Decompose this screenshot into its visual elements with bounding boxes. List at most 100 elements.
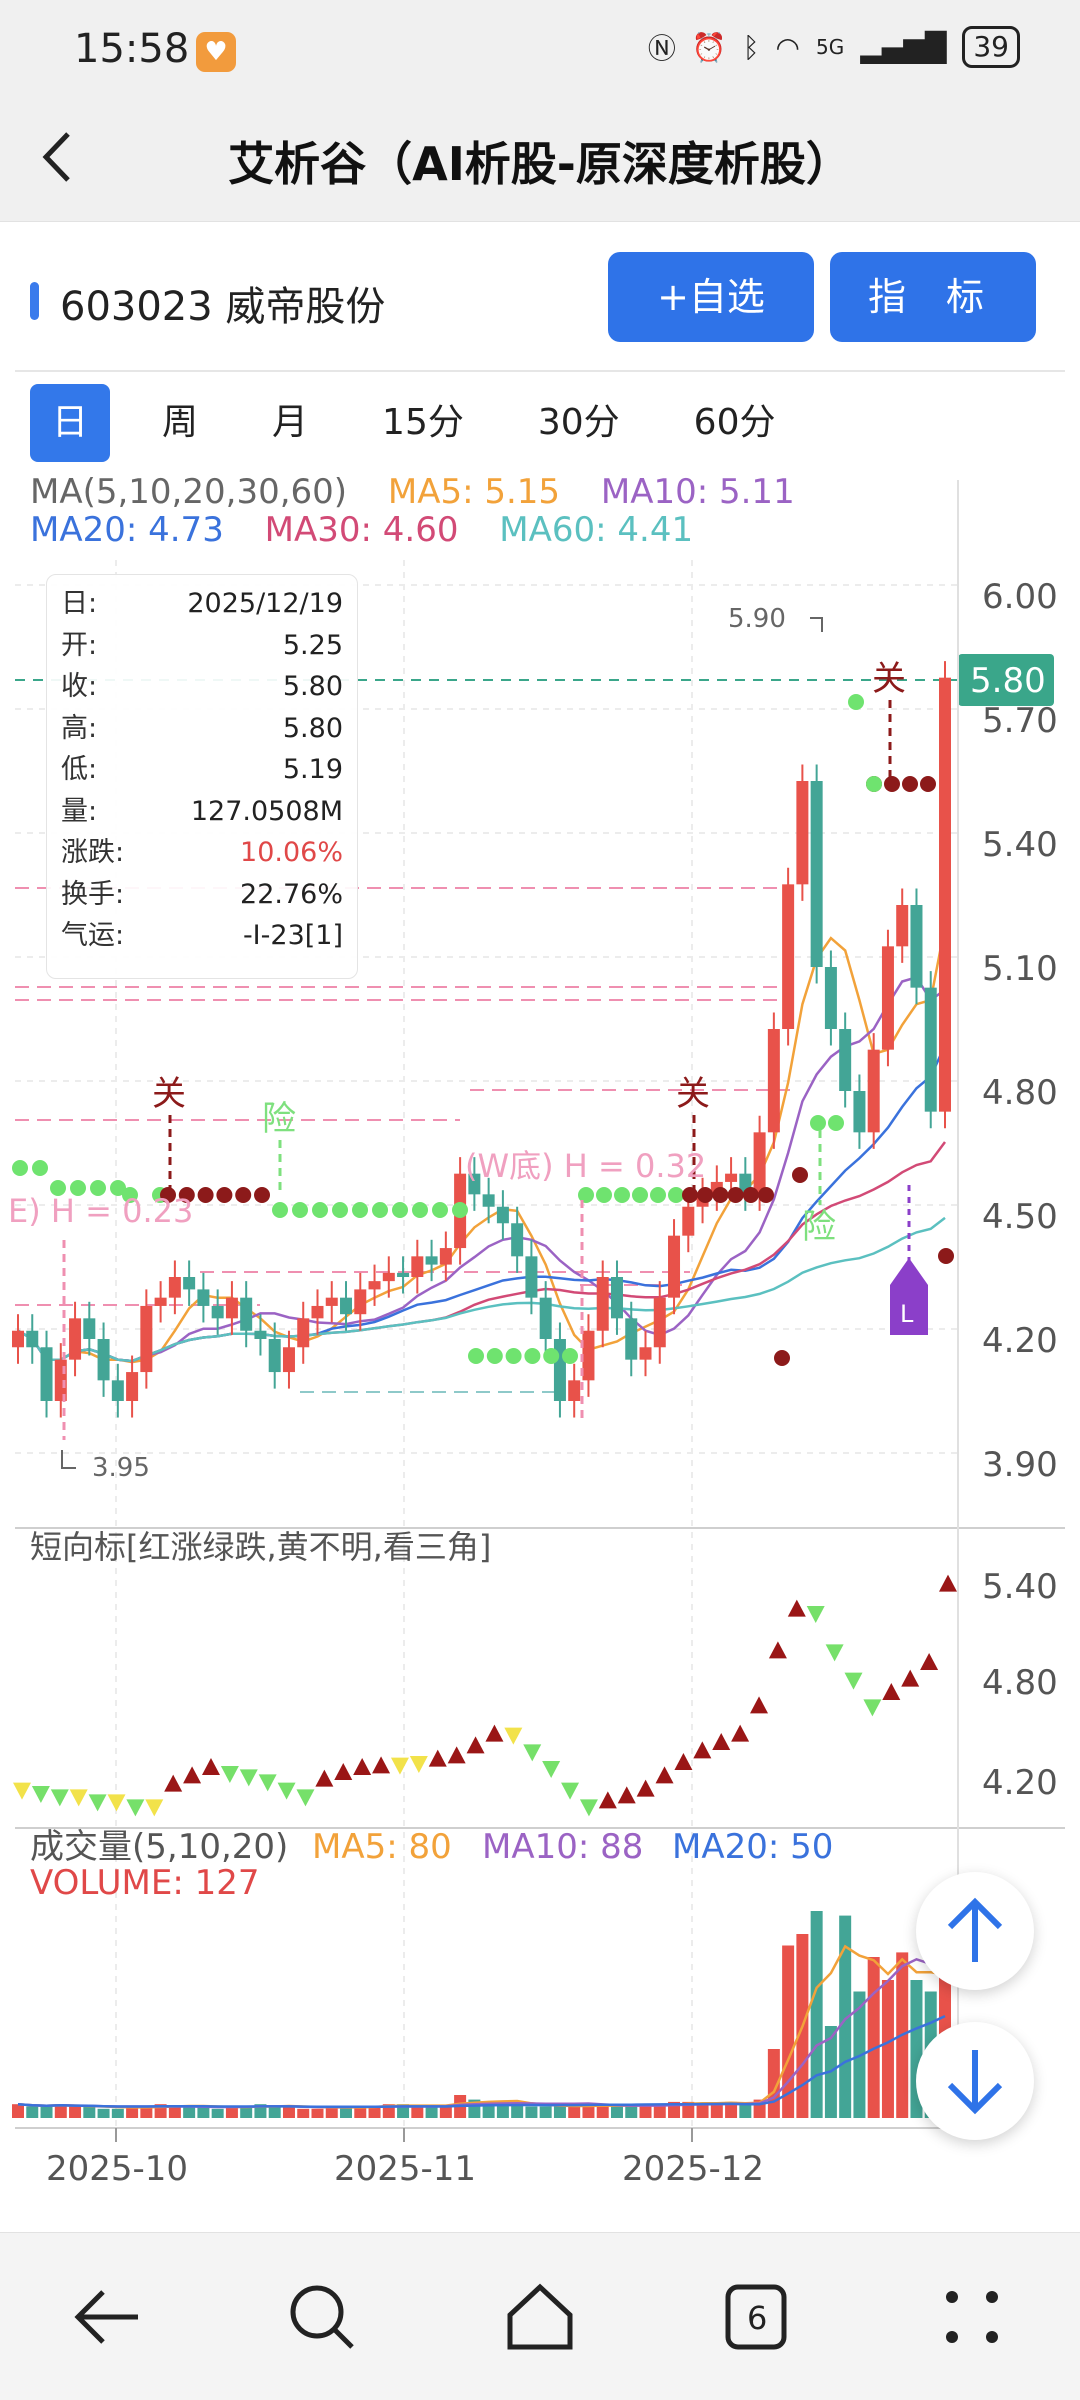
short-triangle — [863, 1699, 882, 1717]
scroll-up-button[interactable] — [916, 1872, 1034, 1990]
signal-dot-green — [12, 1160, 28, 1176]
short-triangle — [523, 1744, 542, 1762]
candle-body — [753, 1132, 766, 1195]
candle-body — [782, 884, 795, 1029]
candle-body — [240, 1297, 253, 1331]
candle-body — [12, 1330, 24, 1348]
nfc-icon: Ⓝ — [647, 32, 676, 65]
price-tick: 5.70 — [982, 701, 1058, 741]
price-tick: 3.90 — [982, 1445, 1058, 1485]
back-button[interactable] — [36, 122, 96, 192]
price-tick: 4.80 — [982, 1073, 1058, 1113]
signal-dot-green — [70, 1180, 86, 1196]
nav-search-button[interactable] — [272, 2267, 372, 2367]
guan-label: 关 — [872, 659, 906, 699]
short-triangle — [277, 1782, 296, 1800]
volume-bar — [710, 2104, 723, 2118]
short-triangle — [69, 1789, 88, 1807]
signal-dot-green — [486, 1348, 503, 1364]
signal-dot-green — [505, 1348, 522, 1364]
short-axis-tick: 4.20 — [982, 1763, 1058, 1803]
signal-dot-red — [938, 1248, 954, 1264]
wifi-icon: ◠ — [775, 30, 800, 64]
candle-body — [26, 1330, 39, 1348]
volume-bar — [439, 2106, 452, 2118]
candle-body — [397, 1272, 410, 1277]
volume-bar — [553, 2106, 566, 2118]
signal-label: 5G — [815, 35, 845, 59]
w-bottom-label: (W底) H = 0.32 — [465, 1147, 706, 1185]
signal-dot-green — [452, 1202, 468, 1218]
search-icon — [290, 2285, 354, 2349]
short-triangle — [466, 1736, 485, 1754]
volume-bar — [225, 2106, 238, 2118]
signal-dot-green — [543, 1348, 560, 1364]
candle-body — [610, 1277, 623, 1319]
tab-week[interactable]: 周 — [162, 402, 199, 443]
price-tick: 4.50 — [982, 1197, 1058, 1237]
app-notification-icon: ♥ — [196, 32, 236, 72]
arrow-up-icon — [947, 1897, 1003, 1962]
volume-bar — [568, 2106, 581, 2118]
short-triangle — [315, 1769, 334, 1787]
nav-menu-button[interactable] — [922, 2267, 1022, 2367]
short-triangle — [882, 1683, 901, 1700]
candle-body — [896, 905, 909, 947]
candle-body — [468, 1173, 481, 1195]
short-triangle — [353, 1758, 372, 1775]
info-value: 10.06% — [240, 837, 343, 868]
date-label: 2025-11 — [334, 2149, 476, 2189]
tab-15min[interactable]: 15分 — [382, 402, 464, 443]
signal-dot-green — [596, 1187, 612, 1203]
info-value: 5.80 — [282, 712, 343, 744]
info-label: 低: — [61, 754, 98, 785]
scroll-down-button[interactable] — [916, 2022, 1034, 2140]
price-tick: 4.20 — [982, 1321, 1058, 1361]
candle-body — [197, 1289, 210, 1306]
short-indicator-title: 短向标[红涨绿跌,黄不明,看三角] — [30, 1528, 491, 1566]
bluetooth-icon: ᛒ — [742, 30, 760, 64]
candle-body — [282, 1347, 295, 1373]
volume-bar — [496, 2104, 509, 2118]
guan-label: 关 — [676, 1074, 710, 1114]
tab-30min[interactable]: 30分 — [537, 402, 620, 443]
candle-body — [382, 1272, 395, 1282]
tab-month[interactable]: 月 — [272, 402, 309, 443]
nav-back-button[interactable] — [58, 2267, 158, 2367]
indicator-button[interactable]: 指 标 — [830, 252, 1036, 342]
candle-body — [553, 1339, 566, 1401]
candle-body — [211, 1305, 224, 1319]
chevron-left-icon — [42, 132, 70, 182]
tab-day[interactable]: 日 — [30, 384, 111, 462]
tab-60min[interactable]: 60分 — [693, 402, 776, 443]
info-label: 高: — [61, 712, 98, 744]
candle-body — [368, 1281, 381, 1290]
info-value: 5.25 — [282, 629, 343, 661]
signal-dot-green — [372, 1202, 388, 1218]
add-watchlist-button[interactable]: +自选 — [608, 252, 814, 342]
candle-body — [140, 1305, 153, 1373]
short-triangle — [183, 1766, 202, 1784]
volume-bar — [325, 2106, 338, 2118]
volume-bar — [539, 2106, 552, 2118]
signal-dot-red — [920, 776, 936, 792]
signal-dot-green — [524, 1348, 541, 1364]
info-label: 气运: — [61, 920, 125, 951]
short-triangle — [13, 1782, 31, 1800]
nav-home-button[interactable] — [490, 2267, 590, 2367]
signal-dot-red — [235, 1187, 252, 1203]
volume-bar — [411, 2106, 424, 2118]
volume-bar — [211, 2108, 224, 2118]
signal-dot-red — [160, 1187, 176, 1203]
short-triangle — [390, 1757, 409, 1775]
short-triangle — [655, 1766, 674, 1784]
info-row-open: 开: 5.25 — [61, 625, 343, 667]
info-row-fortune: 气运: -I-23[1] — [61, 915, 343, 957]
volume-bar — [368, 2106, 381, 2118]
info-row-volume: 量: 127.0508M — [61, 791, 343, 833]
date-label: 2025-12 — [622, 2149, 764, 2189]
nav-tabs-button[interactable]: 6 — [706, 2267, 806, 2367]
short-triangle — [334, 1763, 353, 1780]
volume-bar — [867, 1957, 880, 2118]
